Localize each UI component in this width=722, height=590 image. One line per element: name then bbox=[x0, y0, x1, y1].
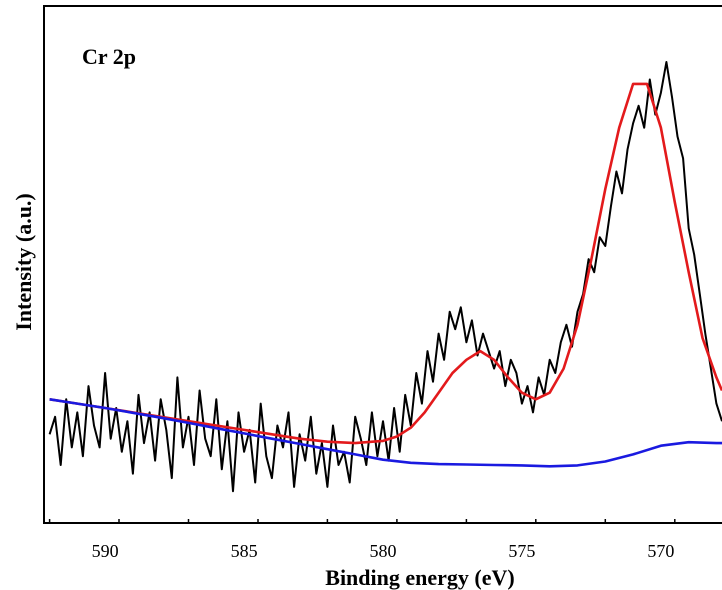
series-layer bbox=[48, 61, 722, 493]
series-line-background bbox=[49, 398, 722, 468]
x-ticks bbox=[48, 519, 676, 523]
panel-label: Cr 2p bbox=[82, 44, 136, 69]
x-tick-label: 570 bbox=[647, 541, 674, 561]
series-line-fit bbox=[49, 82, 722, 445]
x-tick-label: 575 bbox=[508, 541, 535, 561]
x-tick-label: 585 bbox=[231, 541, 258, 561]
plot-frame bbox=[43, 5, 722, 524]
y-axis-title: Intensity (a.u.) bbox=[11, 193, 36, 331]
x-axis-title: Binding energy (eV) bbox=[325, 565, 514, 590]
x-tick-labels: 590 585 580 575 570 bbox=[92, 541, 675, 561]
x-tick-label: 590 bbox=[92, 541, 119, 561]
x-tick-label: 580 bbox=[370, 541, 397, 561]
series-line-raw bbox=[48, 61, 722, 493]
